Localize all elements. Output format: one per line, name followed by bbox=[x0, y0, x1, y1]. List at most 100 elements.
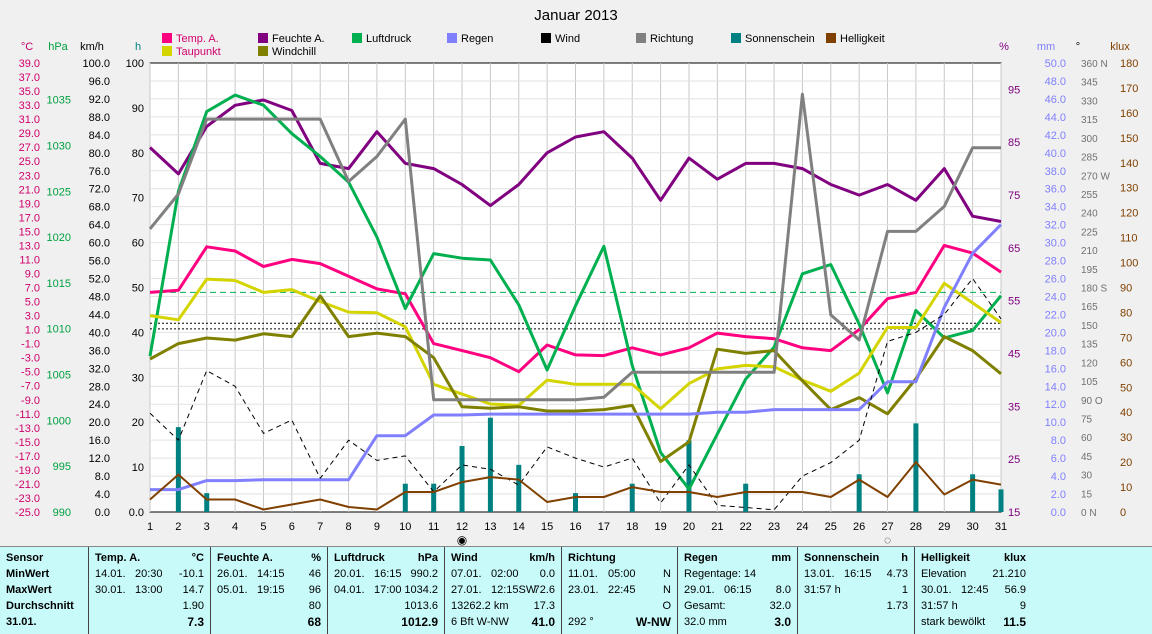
pressure-axis-tick: 1020 bbox=[47, 232, 71, 244]
x-axis-tick: 15 bbox=[541, 521, 553, 533]
rain-axis-tick: 38.0 bbox=[1045, 166, 1066, 178]
x-axis-tick: 3 bbox=[204, 521, 210, 533]
x-axis-tick: 25 bbox=[825, 521, 837, 533]
rain-axis-tick: 10.0 bbox=[1045, 417, 1066, 429]
temp-axis-tick: -15.0 bbox=[15, 437, 40, 449]
temp-axis-tick: -1.0 bbox=[21, 339, 40, 351]
humidity-axis-tick: 55 bbox=[1008, 296, 1020, 308]
sunshine-axis-tick: 80 bbox=[132, 148, 144, 160]
stats-value: N bbox=[663, 584, 671, 596]
humidity-axis-tick: 45 bbox=[1008, 349, 1020, 361]
rain-axis-tick: 42.0 bbox=[1045, 130, 1066, 142]
pressure-axis-tick: 995 bbox=[53, 461, 71, 473]
stats-section-title: Luftdruck bbox=[334, 552, 385, 564]
sunshine-axis-tick: 30 bbox=[132, 372, 144, 384]
sunshine-axis-tick: 70 bbox=[132, 193, 144, 205]
rain-axis-tick: 48.0 bbox=[1045, 76, 1066, 88]
x-axis-tick: 26 bbox=[853, 521, 865, 533]
stats-section-sonnenschein: Sonnenschein h 13.01. 16:15 4.73 31:57 h 1 1.73 bbox=[797, 547, 914, 634]
stats-section-unit: °C bbox=[191, 552, 204, 564]
row-label-avg: Durchschnitt bbox=[6, 600, 74, 612]
rain-axis-tick: 46.0 bbox=[1045, 94, 1066, 106]
direction-axis-tick: 285 bbox=[1081, 153, 1098, 164]
x-axis-tick: 28 bbox=[910, 521, 922, 533]
rain-axis-tick: 24.0 bbox=[1045, 291, 1066, 303]
legend-swatch-4 bbox=[541, 33, 551, 43]
row-label-today: 31.01. bbox=[6, 616, 37, 628]
temp-axis-tick: -5.0 bbox=[21, 367, 40, 379]
row-label-min: MinWert bbox=[6, 568, 50, 580]
stats-section-unit: hPa bbox=[417, 552, 438, 564]
x-axis-tick: 18 bbox=[626, 521, 638, 533]
stats-value: 41.0 bbox=[531, 615, 555, 629]
temp-axis-tick: 27.0 bbox=[19, 142, 40, 154]
brightness-axis-tick: 60 bbox=[1120, 357, 1132, 369]
series-lines bbox=[148, 92, 1003, 511]
stats-value: -10.1 bbox=[178, 568, 204, 580]
brightness-axis-tick: 40 bbox=[1120, 407, 1132, 419]
wind-axis-tick: 68.0 bbox=[89, 202, 110, 214]
x-axis-tick: 4 bbox=[232, 521, 238, 533]
weather-chart: Januar 2013 Temp. A. Feuchte A. Luftdruck R… bbox=[14, 7, 1139, 547]
wind-axis-tick: 28.0 bbox=[89, 381, 110, 393]
rain-axis-tick: 34.0 bbox=[1045, 202, 1066, 214]
stats-cell: 30.01. bbox=[95, 584, 126, 596]
legend-swatch-1 bbox=[258, 33, 268, 43]
brightness-axis-tick: 80 bbox=[1120, 307, 1132, 319]
temp-axis-tick: 25.0 bbox=[19, 156, 40, 168]
brightness-axis-tick: 70 bbox=[1120, 332, 1132, 344]
stats-cell: 13262.2 km bbox=[451, 600, 509, 612]
stats-section-title: Feuchte A. bbox=[217, 552, 273, 564]
chart-svg: Januar 2013 Temp. A. Feuchte A. Luftdruck R… bbox=[15, 7, 1138, 547]
brightness-axis-tick: 180 bbox=[1120, 58, 1138, 70]
direction-axis-tick: 240 bbox=[1081, 209, 1098, 220]
rain-axis-tick: 0.0 bbox=[1051, 507, 1066, 519]
brightness-axis-tick: 90 bbox=[1120, 283, 1132, 295]
stats-value: 1013.6 bbox=[404, 600, 438, 612]
x-axis-tick: 27 bbox=[881, 521, 893, 533]
stats-cell: 30.01. bbox=[921, 584, 952, 596]
unit-lux: klux bbox=[1110, 41, 1130, 53]
series-regen bbox=[150, 223, 1003, 492]
legend-swatch-8 bbox=[162, 46, 172, 56]
stats-section-feuchte-a-: Feuchte A.% 26.01. 14:15 46 05.01. 19:15 96 80 6… bbox=[210, 547, 327, 634]
stats-value: 21.210 bbox=[992, 568, 1026, 580]
stats-cell: 32.0 mm bbox=[684, 616, 727, 628]
stats-cell: 06:15 bbox=[724, 584, 752, 596]
stats-cell: 07.01. bbox=[451, 568, 482, 580]
brightness-axis-tick: 170 bbox=[1120, 83, 1138, 95]
rain-axis-tick: 18.0 bbox=[1045, 345, 1066, 357]
sunshine-bar-day-2 bbox=[175, 427, 181, 512]
stats-section-title: Richtung bbox=[568, 552, 616, 564]
stats-cell: 14:15 bbox=[257, 568, 285, 580]
unit-dir: ° bbox=[1076, 41, 1080, 53]
moon-phase-icon-1: ◌ bbox=[884, 533, 891, 546]
sunshine-bar-day-12 bbox=[459, 445, 465, 512]
stats-value: 1034.2 bbox=[404, 584, 438, 596]
stats-section-regen: Regen mm Regentage: 14 29.01. 06:15 8.0 Gesamt… bbox=[677, 547, 797, 634]
x-axis-tick: 14 bbox=[513, 521, 525, 533]
stats-value: 4.73 bbox=[886, 568, 908, 580]
stats-section-title: Temp. A. bbox=[95, 552, 141, 564]
brightness-axis-tick: 160 bbox=[1120, 108, 1138, 120]
stats-value: 9 bbox=[1019, 600, 1026, 612]
rain-axis-tick: 22.0 bbox=[1045, 309, 1066, 321]
x-axis-tick: 7 bbox=[317, 521, 323, 533]
stats-cell: 20.01. bbox=[334, 568, 365, 580]
direction-axis-tick: 150 bbox=[1081, 321, 1098, 332]
temp-axis-tick: 5.0 bbox=[25, 297, 40, 309]
sunshine-axis-tick: 60 bbox=[132, 238, 144, 250]
legend-label-4: Wind bbox=[555, 33, 580, 45]
temp-axis-tick: -25.0 bbox=[15, 507, 40, 519]
stats-value: 990.2 bbox=[410, 568, 438, 580]
unit-sun: h bbox=[135, 41, 141, 53]
humidity-axis-tick: 75 bbox=[1008, 190, 1020, 202]
x-axis: 1 2 3 4 5 6 7 8 9 10 11 12 13 14 15 16 17 18 19 20 21 22 23 24 2… bbox=[147, 521, 1007, 547]
stats-cell: 23.01. bbox=[568, 584, 599, 596]
stats-section-title: Wind bbox=[451, 552, 478, 564]
direction-axis-tick: 210 bbox=[1081, 246, 1098, 257]
brightness-axis-tick: 130 bbox=[1120, 183, 1138, 195]
x-axis-tick: 2 bbox=[175, 521, 181, 533]
stats-cell: 22:45 bbox=[608, 584, 636, 596]
stats-cell: 20:30 bbox=[135, 568, 163, 580]
